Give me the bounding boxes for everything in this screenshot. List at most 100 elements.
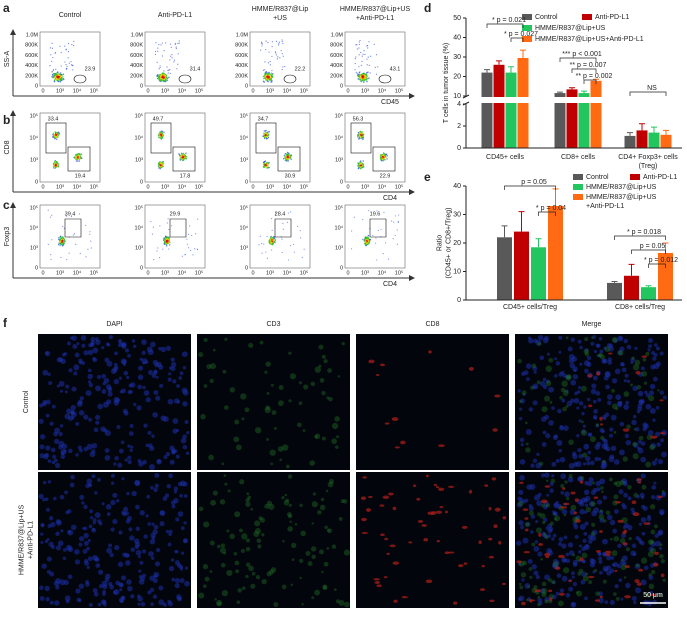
nucleus xyxy=(602,538,608,545)
event-dot xyxy=(154,53,157,56)
event-dot xyxy=(182,152,185,155)
event-dot xyxy=(386,155,388,157)
cd8-signal xyxy=(579,557,584,562)
event-dot xyxy=(350,230,353,232)
nucleus xyxy=(63,579,69,586)
cd3-signal xyxy=(620,564,627,571)
nucleus xyxy=(650,541,657,547)
cd8-signal xyxy=(493,524,498,529)
nucleus xyxy=(586,355,592,361)
significance-label: * p = 0.04 xyxy=(536,205,566,212)
nucleus xyxy=(185,451,190,455)
event-dot xyxy=(65,63,67,66)
nucleus xyxy=(558,537,564,542)
cd3-signal xyxy=(632,364,640,371)
cd8-signal xyxy=(558,554,565,559)
cd3-signal xyxy=(321,354,326,359)
event-dot xyxy=(282,66,284,68)
nucleus xyxy=(114,365,119,370)
cd3-signal xyxy=(244,407,250,413)
event-dot xyxy=(166,238,169,240)
nucleus xyxy=(102,381,106,386)
nucleus xyxy=(635,427,640,432)
nucleus xyxy=(125,518,131,524)
nucleus xyxy=(590,460,595,466)
event-dot xyxy=(300,237,302,239)
cd3-signal xyxy=(599,509,603,513)
nucleus xyxy=(186,431,190,435)
nucleus xyxy=(50,447,56,453)
legend-label: Anti-PD-L1 xyxy=(643,174,677,181)
nucleus xyxy=(141,350,146,355)
nucleus xyxy=(75,421,80,426)
bar xyxy=(578,93,590,148)
cd8-signal xyxy=(417,519,424,523)
cd3-signal xyxy=(328,396,333,402)
cd3-signal xyxy=(582,575,589,582)
event-dot xyxy=(80,157,82,160)
nucleus xyxy=(135,549,142,556)
cd3-signal xyxy=(333,588,337,592)
x-tick-label: 10⁵ xyxy=(300,183,308,190)
cd8-signal xyxy=(540,499,548,504)
event-dot xyxy=(356,48,358,50)
cd3-signal xyxy=(299,576,302,580)
cd3-signal xyxy=(282,444,289,451)
nucleus xyxy=(54,600,60,606)
event-dot xyxy=(281,39,283,41)
cd8-signal xyxy=(444,551,450,555)
nucleus xyxy=(532,366,538,371)
event-dot xyxy=(196,248,198,250)
cd3-signal xyxy=(544,599,549,604)
nucleus xyxy=(522,537,529,544)
event-dot xyxy=(290,211,292,213)
nucleus xyxy=(568,550,575,556)
event-dot xyxy=(60,78,62,80)
event-dot xyxy=(364,78,367,81)
nucleus xyxy=(530,514,536,519)
event-dot xyxy=(362,131,364,133)
cd3-signal xyxy=(287,526,293,532)
event-dot xyxy=(274,51,277,53)
cd3-signal xyxy=(299,503,303,508)
cd3-signal xyxy=(602,519,607,523)
nucleus xyxy=(638,522,643,526)
cd3-signal xyxy=(265,361,271,367)
event-dot xyxy=(367,240,369,242)
event-dot xyxy=(179,159,182,161)
nucleus xyxy=(596,487,601,492)
event-dot xyxy=(264,61,266,63)
cd3-signal xyxy=(615,480,622,488)
event-dot xyxy=(363,80,365,82)
y-tick-label: 400K xyxy=(330,63,343,69)
event-dot xyxy=(271,249,273,251)
x-tick-label: 10³ xyxy=(266,88,274,94)
cd3-signal xyxy=(286,512,292,517)
event-dot xyxy=(49,65,51,67)
nucleus xyxy=(133,402,137,407)
event-dot xyxy=(79,252,81,255)
event-dot xyxy=(262,75,265,78)
cd3-signal xyxy=(539,461,544,466)
error-bar xyxy=(520,49,526,58)
nucleus xyxy=(632,442,639,448)
nucleus xyxy=(594,456,599,462)
event-dot xyxy=(60,65,62,67)
gate xyxy=(277,146,301,172)
nucleus xyxy=(101,389,107,394)
nucleus xyxy=(86,565,90,570)
y-tick-label: 4 xyxy=(457,101,461,108)
nucleus xyxy=(518,416,523,421)
x-tick-label: 10⁴ xyxy=(378,269,387,276)
nucleus xyxy=(108,335,114,340)
cd3-signal xyxy=(273,601,279,607)
event-dot xyxy=(366,244,369,246)
cd8-signal xyxy=(632,512,640,517)
nucleus xyxy=(553,511,558,517)
event-dot xyxy=(265,138,268,140)
nucleus xyxy=(110,473,115,478)
nucleus xyxy=(584,368,589,374)
event-dot xyxy=(267,136,270,139)
cd3-signal xyxy=(537,341,542,346)
event-dot xyxy=(380,155,382,157)
